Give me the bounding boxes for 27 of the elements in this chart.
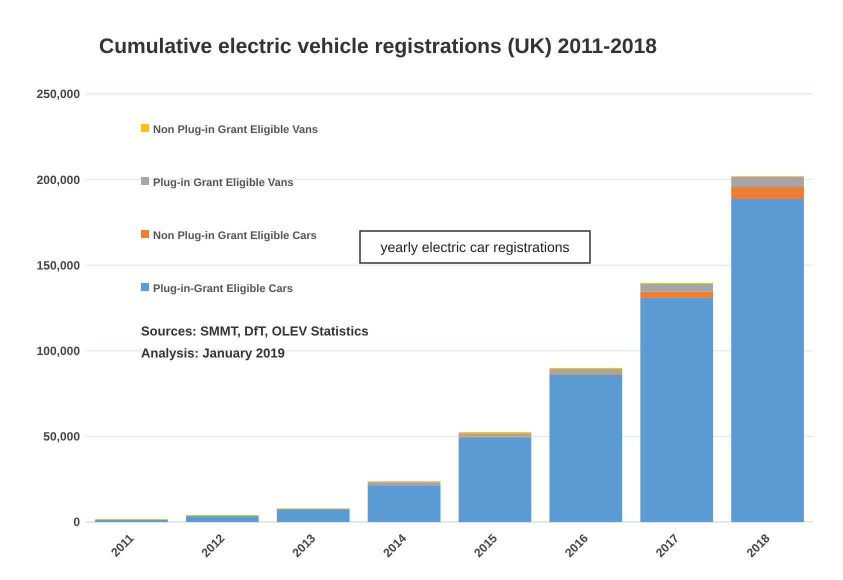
bar [368,482,440,486]
legend-label: Non Plug-in Grant Eligible Vans [153,124,318,136]
bar [731,186,804,198]
legend-label: Non Plug-in Grant Eligible Cars [153,230,317,242]
y-tick-label: 200,000 [36,172,80,187]
bar [458,437,532,522]
bar [276,510,350,522]
bar [731,198,804,522]
legend-label: Plug-in Grant Eligible Vans [153,176,294,189]
y-tick-label: 250,000 [36,87,80,102]
bar [640,298,714,522]
annotation: yearly electric car registrations [380,238,570,255]
bar [549,369,622,374]
chart-title: Cumulative electric vehicle registrations (UK) 2011-2018 [99,35,658,58]
y-tick-label: 50,000 [43,430,80,444]
bar [731,177,804,186]
annotation: Analysis: January 2019 [141,346,285,361]
y-tick-label: 100,000 [36,344,80,358]
bar [368,485,440,522]
legend-label: Plug-in-Grant Eligible Cars [153,282,293,295]
bar [640,292,714,298]
bar [186,516,259,522]
annotation: Sources: SMMT, DfT, OLEV Statistics [141,324,369,339]
y-tick-label: 0 [73,515,80,530]
y-tick-label: 150,000 [36,258,80,272]
bar [640,284,714,292]
bar [549,374,622,522]
